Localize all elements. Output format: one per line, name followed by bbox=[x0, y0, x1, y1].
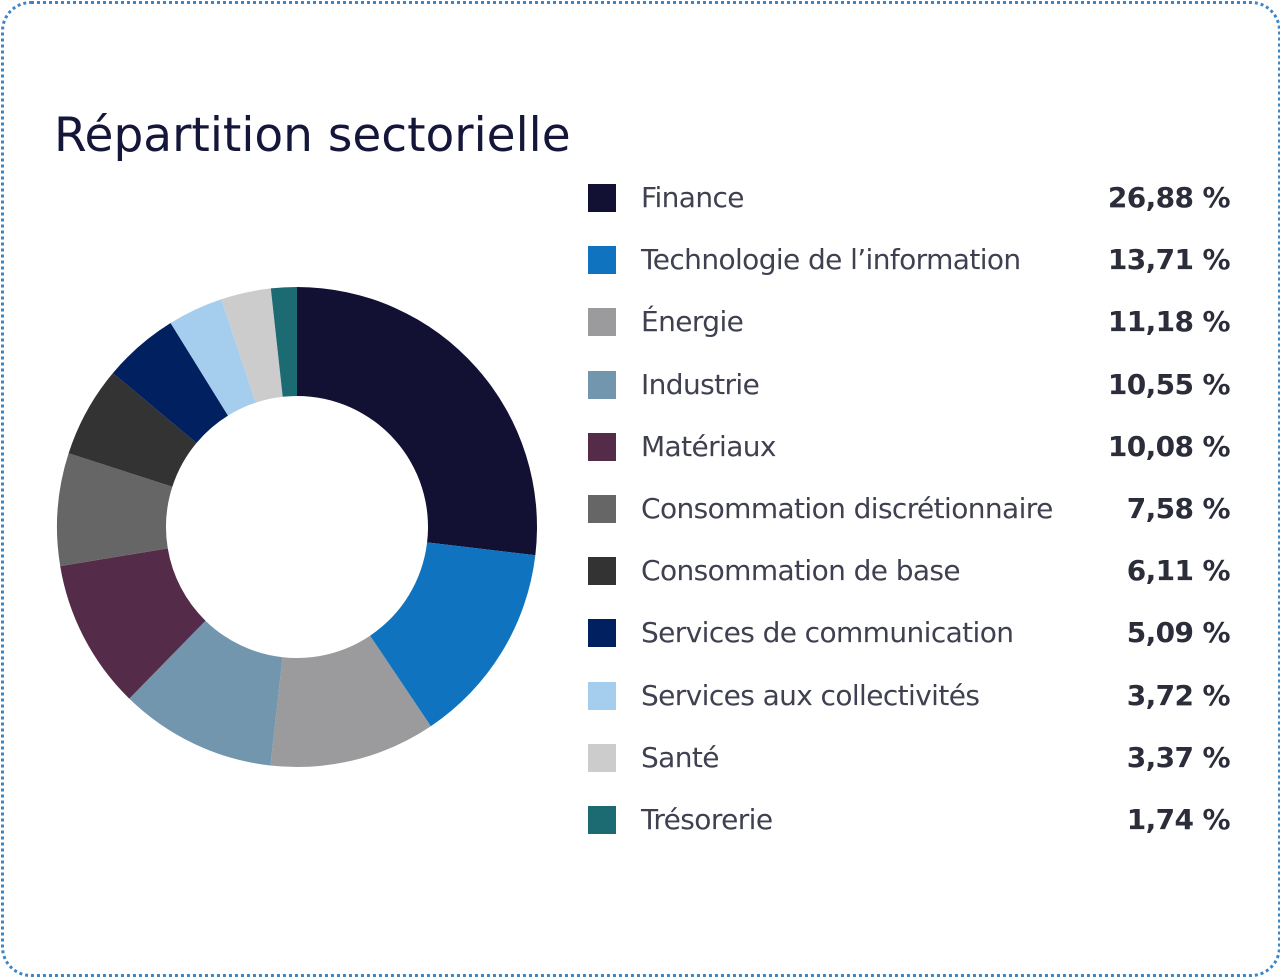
legend-swatch bbox=[588, 619, 616, 648]
legend-item-consommation-de-base: Consommation de base 6,11 % bbox=[588, 541, 1231, 603]
legend-item-industrie: Industrie 10,55 % bbox=[588, 355, 1231, 417]
slice-consommation-de-base bbox=[68, 373, 197, 487]
legend-label: Finance bbox=[641, 181, 745, 214]
legend-swatch bbox=[588, 743, 616, 772]
chart-title: Répartition sectorielle bbox=[54, 108, 571, 163]
slice-technologie-de-l-information bbox=[370, 542, 536, 727]
legend-label: Trésorerie bbox=[641, 802, 773, 836]
slice-energie bbox=[270, 635, 431, 767]
legend-label: Technologie de l’information bbox=[641, 243, 1021, 277]
legend-value: 7,58 % bbox=[1126, 491, 1231, 525]
legend-item-tresorerie: Trésorerie 1,74 % bbox=[588, 790, 1231, 852]
slice-tresorerie bbox=[270, 287, 297, 397]
legend-label: Consommation discrétionnaire bbox=[641, 491, 1053, 525]
legend-swatch bbox=[588, 432, 616, 461]
legend-value: 10,55 % bbox=[1107, 367, 1231, 401]
legend-swatch bbox=[588, 184, 616, 212]
donut-chart bbox=[57, 287, 537, 767]
slice-industrie bbox=[129, 620, 283, 766]
legend-item-technologie-de-l-information: Technologie de l’information 13,71 % bbox=[588, 230, 1231, 292]
legend-value: 5,09 % bbox=[1126, 616, 1231, 650]
legend-value: 13,71 % bbox=[1107, 243, 1231, 277]
legend-label: Consommation de base bbox=[641, 554, 961, 588]
legend-item-energie: Énergie 11,18 % bbox=[588, 292, 1231, 354]
slice-materiaux bbox=[60, 548, 206, 699]
legend-value: 6,11 % bbox=[1126, 554, 1231, 588]
legend-label: Services aux collectivités bbox=[641, 678, 980, 712]
legend-value: 3,37 % bbox=[1126, 740, 1231, 774]
legend-swatch bbox=[588, 805, 616, 834]
legend: Finance 26,88 % Technologie de l’informati… bbox=[588, 168, 1231, 852]
legend-label: Services de communication bbox=[641, 616, 1014, 650]
slice-consommation-discretionnaire bbox=[57, 453, 173, 567]
legend-label: Santé bbox=[641, 740, 719, 774]
donut-slices bbox=[57, 287, 537, 767]
legend-swatch bbox=[588, 370, 616, 399]
legend-value: 10,08 % bbox=[1107, 429, 1231, 463]
legend-value: 26,88 % bbox=[1107, 181, 1231, 214]
slice-sante bbox=[221, 288, 283, 403]
legend-item-sante: Santé 3,37 % bbox=[588, 728, 1231, 790]
legend-swatch bbox=[588, 681, 616, 710]
legend-label: Matériaux bbox=[641, 429, 776, 463]
legend-item-services-de-communication: Services de communication 5,09 % bbox=[588, 603, 1231, 665]
legend-item-consommation-discretionnaire: Consommation discrétionnaire 7,58 % bbox=[588, 479, 1231, 541]
slice-services-de-communication bbox=[112, 322, 228, 443]
slice-services-aux-collectivites bbox=[170, 299, 256, 416]
legend-swatch bbox=[588, 557, 616, 586]
legend-swatch bbox=[588, 308, 616, 337]
legend-label: Industrie bbox=[641, 367, 760, 401]
legend-value: 3,72 % bbox=[1126, 678, 1231, 712]
legend-value: 1,74 % bbox=[1126, 802, 1231, 836]
legend-value: 11,18 % bbox=[1107, 305, 1231, 339]
slice-finance bbox=[297, 287, 537, 556]
legend-item-materiaux: Matériaux 10,08 % bbox=[588, 417, 1231, 479]
legend-swatch bbox=[588, 246, 616, 275]
legend-item-services-aux-collectivites: Services aux collectivités 3,72 % bbox=[588, 666, 1231, 728]
legend-swatch bbox=[588, 494, 616, 523]
legend-label: Énergie bbox=[641, 305, 744, 339]
legend-item-finance: Finance 26,88 % bbox=[588, 168, 1231, 230]
